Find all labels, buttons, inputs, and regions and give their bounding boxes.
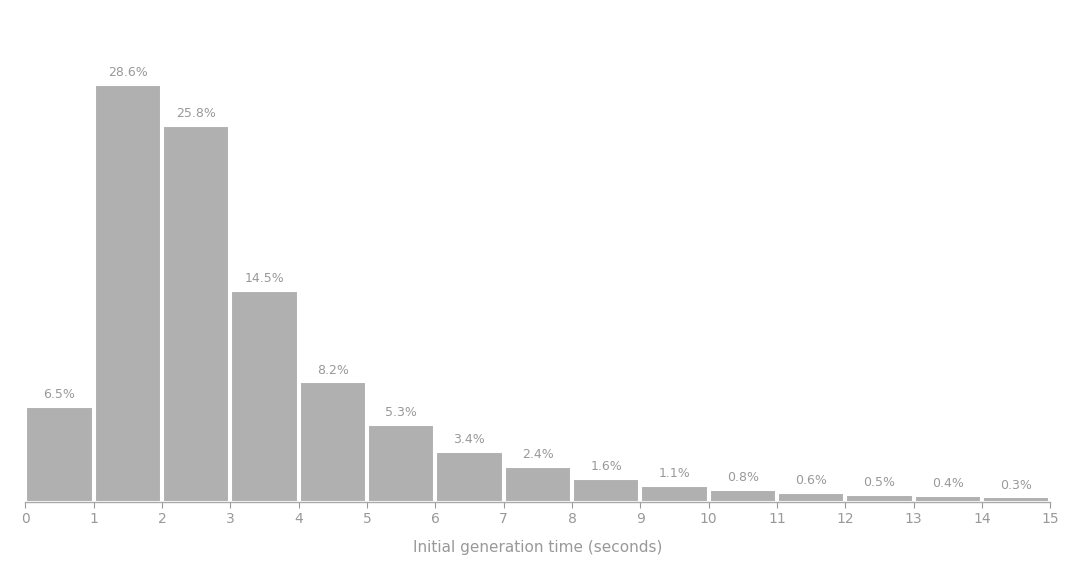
Text: 14.5%: 14.5% — [244, 272, 284, 285]
Text: 0.4%: 0.4% — [932, 477, 963, 490]
Bar — [847, 495, 913, 502]
Text: 1.1%: 1.1% — [659, 467, 690, 480]
Bar — [436, 452, 502, 502]
Text: 6.5%: 6.5% — [43, 388, 76, 401]
Bar — [778, 493, 845, 502]
Bar — [95, 85, 161, 502]
Text: 0.5%: 0.5% — [864, 476, 895, 489]
Bar — [710, 490, 775, 502]
Text: 28.6%: 28.6% — [108, 66, 148, 79]
Bar — [26, 407, 93, 502]
Bar — [504, 467, 571, 502]
Bar — [983, 498, 1050, 502]
Text: 25.8%: 25.8% — [176, 107, 216, 120]
Text: 8.2%: 8.2% — [316, 363, 349, 377]
Bar — [368, 425, 434, 502]
Text: 5.3%: 5.3% — [386, 406, 417, 419]
Text: 3.4%: 3.4% — [454, 434, 485, 446]
Text: 2.4%: 2.4% — [522, 448, 554, 461]
Text: 1.6%: 1.6% — [591, 460, 622, 473]
Bar — [573, 479, 639, 502]
Text: 0.6%: 0.6% — [795, 474, 827, 487]
Text: 0.8%: 0.8% — [727, 471, 759, 484]
Bar — [231, 290, 298, 502]
Bar — [163, 126, 229, 502]
Bar — [642, 486, 707, 502]
X-axis label: Initial generation time (seconds): Initial generation time (seconds) — [413, 540, 662, 555]
Bar — [299, 382, 366, 502]
Bar — [915, 496, 981, 502]
Text: 0.3%: 0.3% — [1000, 479, 1032, 492]
